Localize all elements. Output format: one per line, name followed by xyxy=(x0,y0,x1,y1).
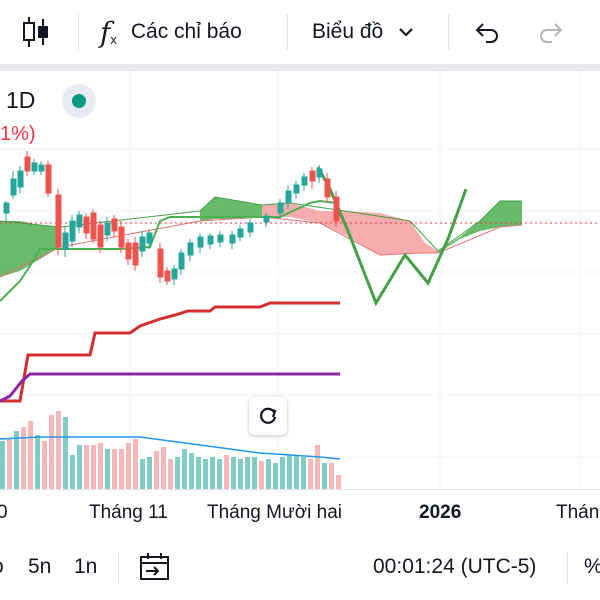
kumo-cloud-bullish-right xyxy=(438,201,522,253)
candle-up xyxy=(104,217,111,241)
grid xyxy=(0,71,600,489)
toolbar-divider xyxy=(448,14,449,50)
indicators-button[interactable]: f x Các chỉ báo xyxy=(100,0,242,64)
candle-up xyxy=(3,201,10,221)
candle-up xyxy=(178,249,185,275)
candle-down xyxy=(132,237,139,271)
chart-canvas[interactable] xyxy=(0,71,600,489)
candles-icon[interactable] xyxy=(20,0,52,64)
candle-down xyxy=(24,151,31,176)
bottom-divider xyxy=(118,553,119,583)
candlesticks xyxy=(3,151,340,285)
kijun-sen-line xyxy=(0,301,340,403)
chart-type-label: Biểu đồ xyxy=(312,20,384,43)
tenkan-sen-line xyxy=(0,199,337,302)
candle-down xyxy=(118,221,125,253)
toolbar-divider xyxy=(287,14,288,50)
time-axis-label: Tháng Mười hai xyxy=(207,502,343,523)
percent-scale-toggle[interactable]: % xyxy=(584,533,600,600)
calendar-goto-icon xyxy=(140,552,169,580)
candle-up xyxy=(69,215,76,247)
candle-up xyxy=(17,166,24,193)
candle-up xyxy=(237,225,244,241)
chart-area[interactable]: 1D 1%) xyxy=(0,71,600,489)
senkou-span-a xyxy=(0,196,522,252)
candle-up xyxy=(316,165,323,183)
candle-down xyxy=(90,209,97,243)
range-5y-button[interactable]: 5n xyxy=(28,554,52,578)
function-icon: f xyxy=(100,15,111,49)
candle-up xyxy=(187,239,194,261)
candle-up xyxy=(197,233,204,253)
toolbar-shadow-strip xyxy=(0,64,600,71)
candle-up xyxy=(38,161,45,175)
candle-down xyxy=(164,267,171,285)
candle-down xyxy=(333,191,340,227)
time-axis-label: Tháng 11 xyxy=(89,502,168,523)
toolbar-divider xyxy=(78,14,79,50)
candle-down xyxy=(83,213,90,239)
candle-up xyxy=(229,231,236,249)
bottom-toolbar: o 5n 1n 00:01:24 (UTC-5) % xyxy=(0,533,600,600)
reset-chart-button[interactable] xyxy=(249,397,287,435)
volume-bars xyxy=(0,411,341,489)
redo-button[interactable] xyxy=(538,0,564,64)
kumo-cloud-bullish-mid xyxy=(200,197,262,221)
function-x-icon: x xyxy=(110,31,117,47)
candle-down xyxy=(45,161,52,197)
candle-up xyxy=(277,199,284,219)
top-toolbar: f x Các chỉ báo Biểu đồ xyxy=(0,0,600,64)
candle-up xyxy=(31,159,38,175)
kumo-cloud-bullish-left xyxy=(0,221,60,277)
undo-icon xyxy=(475,23,498,43)
price-change-percent: 1%) xyxy=(0,123,36,145)
chart-type-button[interactable]: Biểu đồ xyxy=(312,0,415,64)
candle-up xyxy=(207,233,214,249)
candle-up xyxy=(62,227,69,257)
redo-icon xyxy=(540,23,563,43)
candle-up xyxy=(76,211,83,233)
bottom-divider xyxy=(567,553,568,583)
candle-up xyxy=(171,265,178,285)
time-zone-clock[interactable]: 00:01:24 (UTC-5) xyxy=(373,554,537,578)
candle-down xyxy=(157,243,164,283)
candle-up xyxy=(247,219,254,237)
candle-up xyxy=(217,231,224,247)
undo-button[interactable] xyxy=(474,0,500,64)
candle-down xyxy=(125,239,132,265)
go-to-date-button[interactable] xyxy=(138,533,172,600)
range-button[interactable]: o xyxy=(0,533,4,600)
time-axis-label: 2026 xyxy=(419,502,462,523)
volume-ma-line xyxy=(0,436,341,460)
candle-up xyxy=(301,173,308,191)
candle-up xyxy=(146,229,153,249)
time-axis-label: 0 xyxy=(0,502,8,523)
candle-down xyxy=(324,173,331,203)
candle-up xyxy=(263,213,270,227)
range-1y-button[interactable]: 1n xyxy=(74,554,98,578)
reset-icon xyxy=(260,407,277,424)
market-open-dot-icon xyxy=(72,94,86,108)
indicators-label: Các chỉ báo xyxy=(130,20,242,43)
candle-down xyxy=(309,167,316,189)
time-axis-label: Thán xyxy=(556,502,600,523)
purple-step-line xyxy=(0,372,340,403)
candle-down xyxy=(97,221,104,253)
candle-down xyxy=(55,189,62,255)
candle-up xyxy=(285,185,292,209)
candle-up xyxy=(293,181,300,199)
market-status-indicator[interactable] xyxy=(62,84,96,118)
candle-up xyxy=(10,171,17,199)
candle-up xyxy=(139,231,146,257)
time-axis[interactable]: 0 Tháng 11 Tháng Mười hai 2026 Thán xyxy=(0,489,600,534)
chevron-down-icon xyxy=(399,28,414,37)
symbol-interval[interactable]: 1D xyxy=(6,87,36,113)
kumo-cloud-bearish xyxy=(262,203,438,255)
candle-down xyxy=(111,215,118,237)
